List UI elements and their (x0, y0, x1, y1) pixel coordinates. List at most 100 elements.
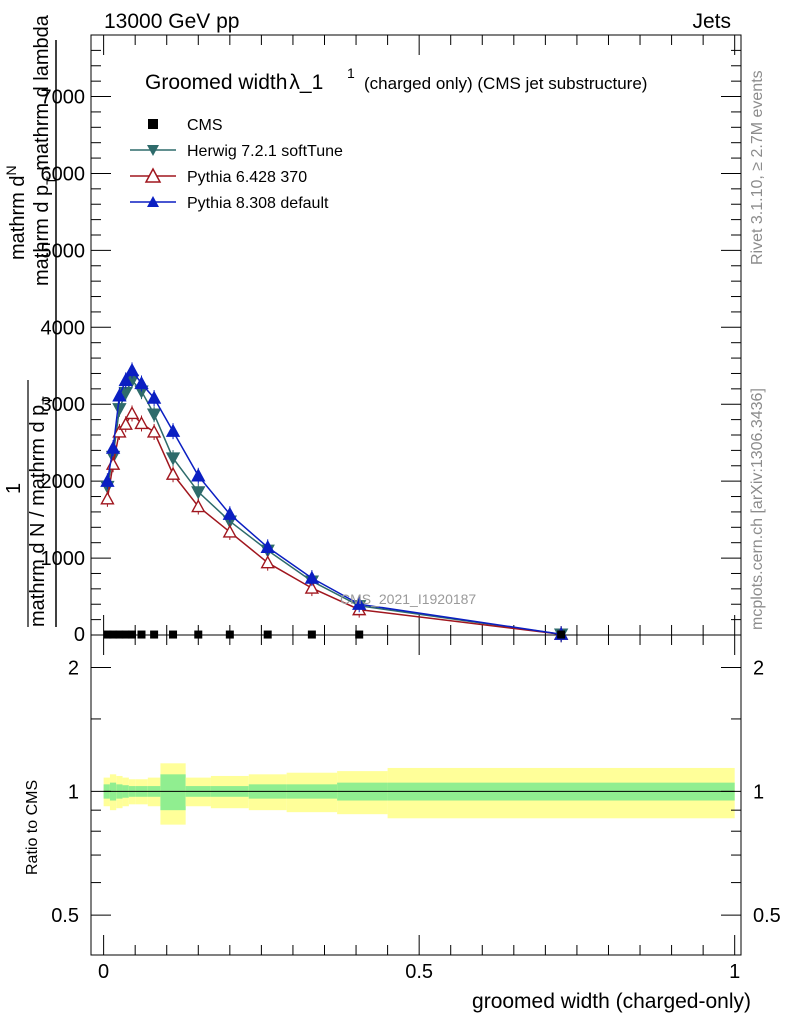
cms-data-point (307, 630, 316, 639)
legend-item-herwig: Herwig 7.2.1 softTune (130, 143, 343, 160)
main-y-tick-label: 4000 (41, 317, 86, 339)
series-line-0 (106, 379, 562, 635)
series-point (222, 506, 238, 520)
legend-cms-marker (148, 119, 158, 129)
series-line-2 (106, 369, 562, 635)
ratio-inner-band-segment (160, 774, 186, 811)
series-point (112, 388, 127, 402)
svg-text:mathrm d pT mathrm d lambda: mathrm d pT mathrm d lambda (31, 14, 59, 286)
cms-data-point (128, 630, 137, 639)
series-group (100, 362, 569, 643)
main-y-tick-label: 2000 (41, 471, 86, 493)
x-tick-label: 0 (98, 961, 109, 983)
series-point (165, 452, 181, 466)
cms-data-point (137, 630, 146, 639)
legend-cms-label: CMS (187, 117, 223, 134)
series-point (146, 390, 162, 404)
ratio-bands (103, 763, 735, 825)
ylabel-num-N: N (3, 165, 19, 175)
mcplots-label: mcplots.cern.ch [arXiv:1306.3436] (749, 388, 766, 630)
series-point (352, 596, 367, 610)
legend-herwig-label: Herwig 7.2.1 softTune (187, 143, 343, 160)
legend: CMS Herwig 7.2.1 softTune Pythia 6.428 3… (130, 117, 343, 212)
series-point (304, 570, 320, 584)
cms-data-point (169, 630, 178, 639)
legend-pythia8-label: Pythia 8.308 default (187, 195, 329, 212)
x-tick-label: 0.5 (405, 961, 433, 983)
cms-data-point (557, 630, 566, 639)
legend-herwig-marker (147, 145, 159, 156)
ylabel-den-T: T (39, 396, 55, 405)
main-y-tick-label: 6000 (41, 163, 86, 185)
cms-data-point (150, 630, 159, 639)
cms-data-point (355, 630, 364, 639)
cms-data-point (194, 630, 203, 639)
ratio-y-axis-label: Ratio to CMS (24, 780, 41, 875)
ratio-y-tick-label-right: 1 (753, 781, 764, 803)
series-point (105, 456, 121, 470)
cms-data-point (103, 630, 112, 639)
main-y-tick-label: 5000 (41, 240, 86, 262)
svg-text:mathrm dN: mathrm dN (3, 165, 29, 260)
series-point (112, 403, 127, 417)
x-tick-label: 1 (729, 961, 740, 983)
series-point (304, 580, 320, 594)
analysis-watermark: CMS_2021_I1920187 (340, 591, 476, 607)
plot-title-main: Groomed width (145, 71, 287, 94)
header-jets-label: Jets (692, 10, 731, 33)
ratio-y-tick-label-right: 2 (753, 658, 764, 680)
legend-pythia6-marker (144, 167, 162, 183)
x-axis: 0 0.5 1 (98, 35, 740, 983)
main-y-tick-label: 7000 (41, 87, 86, 109)
plot-title-sup: 1 (347, 65, 355, 81)
header-energy-label: 13000 GeV pp (104, 10, 239, 33)
ratio-y-tick-label: 0.5 (51, 905, 79, 927)
series-point (100, 473, 115, 487)
series-point (260, 555, 275, 569)
ratio-plot-frame (90, 634, 742, 956)
series-point (118, 372, 133, 387)
series-point (100, 491, 115, 505)
series-point (191, 468, 206, 482)
x-axis-label: groomed width (charged-only) (472, 990, 751, 1013)
series-point (112, 424, 127, 438)
plot-title: Groomed widthλ_1 (145, 71, 323, 94)
rivet-version-label: Rivet 3.1.10, ≥ 2.7M events (749, 70, 766, 265)
series-point (165, 423, 181, 437)
legend-pythia8-marker (147, 196, 159, 207)
series-point (146, 408, 162, 422)
ylabel-num-tail: mathrm d lambda (31, 14, 53, 176)
legend-item-cms: CMS (148, 117, 223, 134)
main-y-tick-label-zero: 0 (74, 624, 85, 646)
legend-item-pythia6: Pythia 6.428 370 (130, 167, 307, 186)
ylabel-num-top: mathrm d (7, 176, 29, 260)
series-point (124, 362, 140, 377)
cms-data-point (121, 630, 130, 639)
series-point (165, 466, 181, 480)
cms-data-point (115, 630, 124, 639)
ratio-y-tick-label: 2 (68, 658, 79, 680)
cms-points (103, 630, 566, 639)
plot-title-rest: (charged only) (CMS jet substructure) (364, 74, 647, 93)
ratio-y-tick-label-right: 0.5 (753, 905, 781, 927)
main-y-tick-label: 3000 (41, 394, 86, 416)
ylabel-one: 1 (3, 483, 25, 494)
ratio-y-tick-label: 1 (68, 781, 79, 803)
legend-pythia6-label: Pythia 6.428 370 (187, 169, 307, 186)
main-y-axis: 1000 2000 3000 4000 5000 6000 7000 0 (41, 49, 741, 646)
ylabel-num-T: T (43, 176, 59, 185)
series-point (146, 424, 162, 438)
ylabel-den: mathrm d N / mathrm d p (27, 405, 49, 627)
series-point (191, 499, 206, 513)
cms-data-point (263, 630, 272, 639)
series-point (260, 539, 275, 554)
svg-text:mathrm d N / mathrm d pT: mathrm d N / mathrm d pT (27, 396, 55, 627)
cms-data-point (225, 630, 234, 639)
plot-title-lambda: λ_1 (289, 71, 323, 94)
ylabel-num-rest: mathrm d p (31, 185, 53, 286)
main-y-axis-label: mathrm dN mathrm d pT mathrm d lambda 1 … (3, 14, 59, 875)
series-point (134, 416, 149, 430)
series-point (191, 486, 206, 500)
legend-item-pythia8: Pythia 8.308 default (130, 195, 329, 212)
